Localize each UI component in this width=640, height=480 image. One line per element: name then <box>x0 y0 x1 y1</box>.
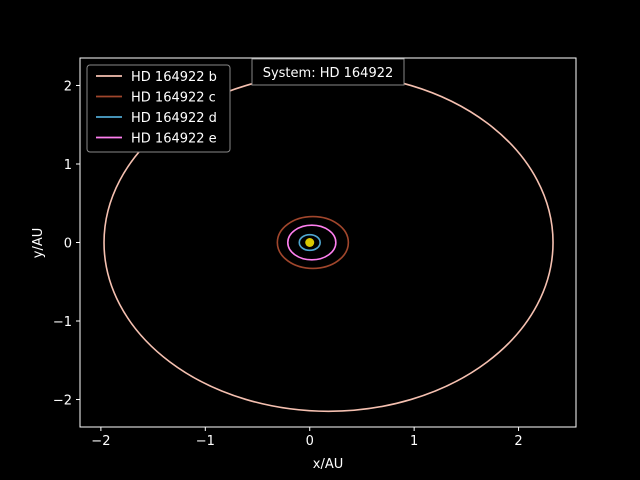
legend-label-hd-164922-c: HD 164922 c <box>131 91 216 106</box>
y-tick-label: 0 <box>64 237 72 252</box>
legend-label-hd-164922-d: HD 164922 d <box>131 111 217 126</box>
axis-ticks: −2 −1 0 1 2 −2 −1 0 1 2 <box>53 79 523 449</box>
legend-frame <box>86 64 231 153</box>
star-marker <box>305 238 315 247</box>
chart-title-box: System: HD 164922 <box>251 58 405 86</box>
y-tick-label: −1 <box>53 315 72 330</box>
y-tick-label: 1 <box>64 158 72 173</box>
y-tick-label: 2 <box>64 79 72 94</box>
legend-label-hd-164922-b: HD 164922 b <box>131 70 217 85</box>
chart-title: System: HD 164922 <box>263 66 394 81</box>
x-tick-label: 1 <box>410 434 418 449</box>
orbit-hd-164922-d <box>298 233 321 252</box>
legend: HD 164922 b HD 164922 c HD 164922 d HD 1649… <box>86 64 231 153</box>
orbit-hd-164922-c <box>276 215 350 270</box>
legend-label-hd-164922-e: HD 164922 e <box>131 132 217 147</box>
x-tick-label: 2 <box>514 434 522 449</box>
x-tick-label: −1 <box>196 434 215 449</box>
y-tick-label: −2 <box>53 394 72 409</box>
orbit-hd-164922-e <box>286 224 337 261</box>
x-tick-label: −2 <box>91 434 110 449</box>
x-axis-label: x/AU <box>313 457 343 472</box>
y-axis-label: y/AU <box>31 228 46 258</box>
x-tick-label: 0 <box>306 434 314 449</box>
